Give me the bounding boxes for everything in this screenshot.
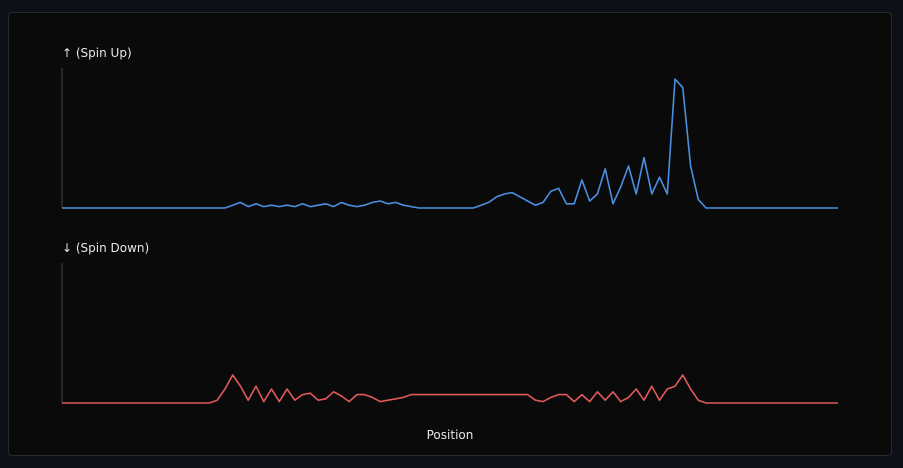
spin-up-line <box>62 78 838 209</box>
spin-down-title: ↓ (Spin Down) <box>62 241 149 255</box>
chart-panel <box>8 12 892 456</box>
spin-up-series <box>62 78 838 209</box>
x-axis-label: Position <box>427 428 474 442</box>
spin-down-series <box>62 374 838 404</box>
spin-down-line <box>62 374 838 404</box>
spin-up-title: ↑ (Spin Up) <box>62 46 132 60</box>
